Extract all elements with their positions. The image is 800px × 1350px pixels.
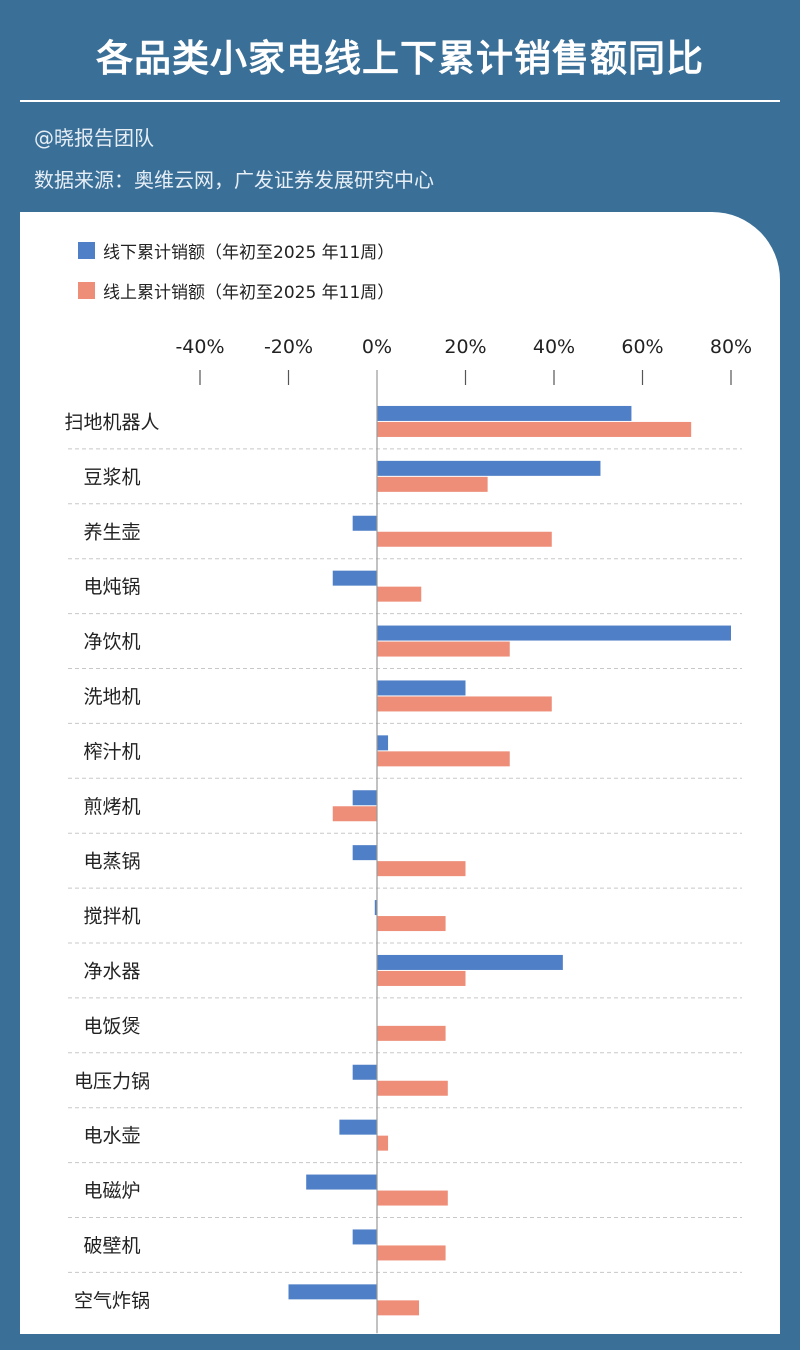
legend-label-offline: 线下累计销额（年初至2025 年11周） (103, 243, 395, 263)
x-tick-label: -40% (175, 336, 224, 358)
bar-offline (377, 680, 466, 696)
bar-offline (352, 1064, 377, 1080)
bar-offline (339, 1119, 377, 1135)
bar-offline (377, 954, 563, 970)
x-tick-label: -20% (264, 336, 313, 358)
bar-online (377, 1135, 389, 1151)
category-label: 洗地机 (83, 686, 140, 708)
bar-offline (374, 900, 377, 916)
bar-offline (306, 1174, 377, 1190)
bar-online (377, 586, 422, 602)
title-divider (20, 100, 780, 102)
category-label: 榨汁机 (83, 741, 140, 763)
bar-offline (377, 625, 731, 641)
bar-online (377, 1245, 446, 1261)
chart-panel: 线下累计销额（年初至2025 年11周） 线上累计销额（年初至2025 年11周… (20, 212, 780, 1334)
bar-offline (352, 790, 377, 806)
x-tick-label: 0% (362, 336, 392, 358)
bar-online (377, 531, 552, 547)
category-label: 煎烤机 (83, 796, 140, 818)
legend-item-offline: 线下累计销额（年初至2025 年11周） (78, 238, 394, 263)
bar-offline (332, 570, 377, 586)
bar-offline (377, 405, 632, 421)
legend-swatch-offline (78, 242, 95, 259)
category-label: 养生壶 (83, 521, 140, 543)
category-label: 净水器 (83, 960, 140, 982)
page-title: 各品类小家电线上下累计销售额同比 (96, 37, 704, 80)
x-tick-label: 40% (533, 336, 575, 358)
category-label: 破壁机 (83, 1235, 140, 1257)
bar-online (332, 806, 377, 822)
x-tick-label: 60% (621, 336, 663, 358)
category-label: 电磁炉 (83, 1180, 140, 1202)
bar-online (377, 476, 488, 492)
legend-item-online: 线上累计销额（年初至2025 年11周） (78, 278, 394, 303)
bar-offline (352, 845, 377, 861)
bar-online (377, 696, 552, 712)
bar-online (377, 421, 692, 437)
bar-chart: -40% -20% 0% 20% 40% 60% 80% 扫地机器人豆浆机养生壶电炖锅净饮机洗… (64, 336, 752, 1334)
bar-online (377, 861, 466, 877)
category-label: 电蒸锅 (83, 851, 140, 873)
bar-online (377, 1025, 446, 1041)
bar-online (377, 641, 510, 657)
bar-online (377, 970, 466, 986)
x-tick-label: 80% (710, 336, 752, 358)
category-label: 豆浆机 (83, 466, 140, 488)
x-tick-label: 20% (444, 336, 486, 358)
bar-online (377, 751, 510, 767)
legend-swatch-online (78, 282, 95, 299)
category-label: 电炖锅 (83, 576, 140, 598)
bar-online (377, 1080, 448, 1096)
category-label: 电压力锅 (74, 1070, 150, 1092)
category-label: 扫地机器人 (64, 411, 159, 433)
bar-offline (352, 515, 377, 531)
bar-online (377, 1300, 420, 1316)
bar-online (377, 1190, 448, 1206)
bar-offline (377, 460, 601, 476)
category-label: 搅拌机 (83, 906, 140, 928)
bar-offline (377, 735, 389, 751)
legend-label-online: 线上累计销额（年初至2025 年11周） (103, 283, 395, 303)
bar-online (377, 916, 446, 932)
bar-offline (288, 1284, 377, 1300)
category-label: 电饭煲 (83, 1015, 140, 1037)
category-label: 净饮机 (83, 631, 140, 653)
category-label: 空气炸锅 (74, 1290, 150, 1312)
bar-offline (352, 1229, 377, 1245)
author-credit: @晓报告团队 (34, 126, 154, 150)
data-source-note: 数据来源：奥维云网，广发证券发展研究中心 (34, 168, 434, 192)
category-label: 电水壶 (83, 1125, 140, 1147)
